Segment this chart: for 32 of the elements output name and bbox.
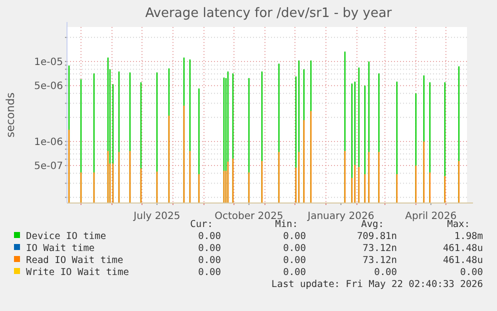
text: 0.00 [283, 231, 306, 242]
legend-label: IO Wait time [26, 243, 95, 254]
y-tick-label: 5e-06 [34, 81, 63, 92]
text: 0.00 [374, 267, 398, 278]
y-axis-title: seconds [4, 92, 17, 138]
chart-title: Average latency for /dev/sr1 - by year [145, 6, 392, 21]
text: 0.00 [198, 231, 222, 242]
text: 0.00 [198, 255, 222, 266]
text: 0.00 [283, 243, 306, 254]
text: Avg: [361, 219, 384, 230]
text: 461.48u [442, 243, 483, 254]
text: Min: [275, 219, 298, 230]
legend-label: Write IO Wait time [26, 267, 130, 278]
text: 0.00 [198, 267, 222, 278]
text: 0.00 [460, 267, 484, 278]
text: Last update: Fri May 22 02:40:33 2026 [271, 279, 484, 290]
text: 73.12n [362, 243, 397, 254]
text: Cur: [190, 219, 213, 230]
text: 709.81n [356, 231, 397, 242]
text: 0.00 [198, 243, 222, 254]
x-tick-label: July 2025 [132, 211, 180, 222]
y-tick-label: 1e-06 [34, 136, 63, 148]
text: 1.98m [454, 231, 484, 242]
text: Max: [447, 219, 470, 230]
y-tick-label: 1e-05 [34, 56, 63, 68]
text: 0.00 [283, 255, 306, 266]
y-tick-label: 5e-07 [34, 161, 63, 172]
text: 461.48u [442, 255, 483, 266]
legend-label: Device IO time [26, 231, 106, 242]
legend-label: Read IO Wait time [26, 255, 124, 266]
text: 0.00 [283, 267, 306, 278]
text: 73.12n [362, 255, 397, 266]
